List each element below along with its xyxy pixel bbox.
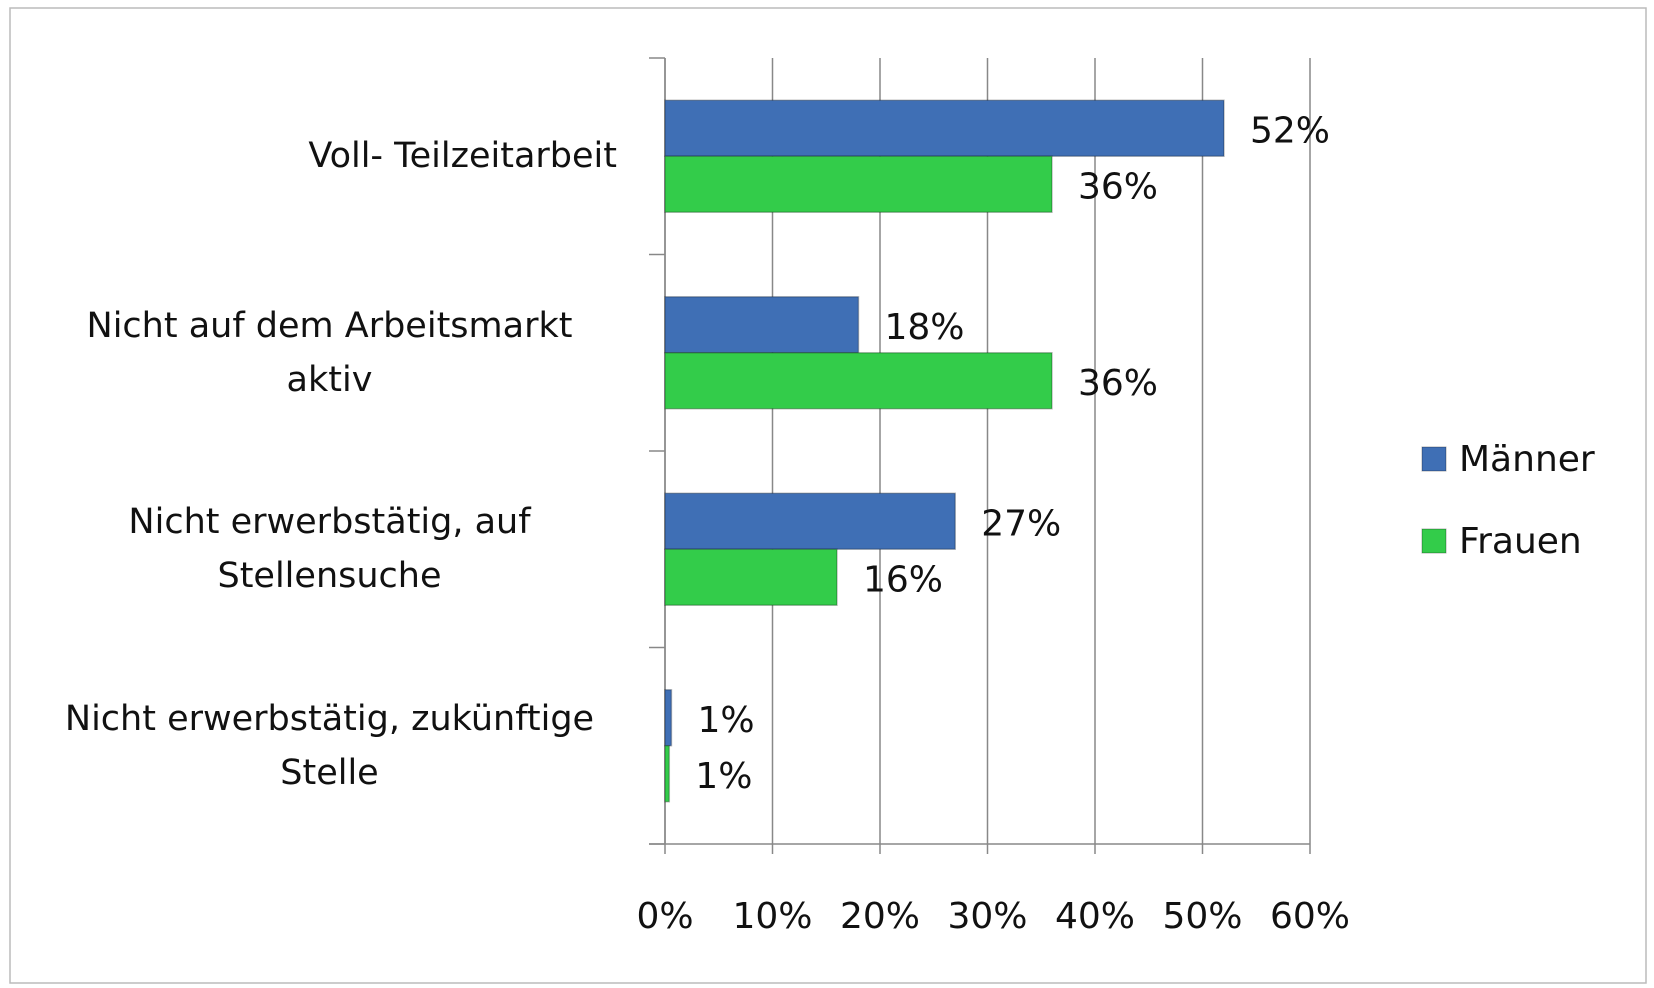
category-label: Voll- Teilzeitarbeit <box>37 129 617 183</box>
bar <box>664 296 860 354</box>
value-label: 27% <box>981 503 1061 544</box>
bar <box>664 99 1225 157</box>
x-tick-label: 60% <box>1270 896 1350 937</box>
category-text: Nicht auf dem Arbeitsmarkt aktiv <box>86 305 573 400</box>
x-tick-label: 10% <box>732 896 812 937</box>
bar <box>664 352 1053 410</box>
bar <box>664 689 673 747</box>
x-tick-label: 40% <box>1055 896 1135 937</box>
x-tick-label: 0% <box>636 896 693 937</box>
bar <box>664 745 671 803</box>
bar <box>664 492 956 550</box>
value-label: 1% <box>695 756 752 797</box>
x-tick-label: 50% <box>1162 896 1242 937</box>
category-label: Nicht auf dem Arbeitsmarkt aktiv <box>37 299 617 407</box>
x-tick-label: 30% <box>947 896 1027 937</box>
legend-label: Frauen <box>1459 521 1582 562</box>
category-text: Nicht erwerbstätig, zukünftige Stelle <box>64 698 595 793</box>
category-text: Nicht erwerbstätig, auf Stellensuche <box>128 502 531 597</box>
legend-swatch <box>1421 528 1447 554</box>
value-label: 36% <box>1078 363 1158 404</box>
value-label: 1% <box>697 700 754 741</box>
value-label: 18% <box>885 307 965 348</box>
bar <box>664 155 1053 213</box>
category-text: Voll- Teilzeitarbeit <box>308 136 617 177</box>
x-tick-label: 20% <box>840 896 920 937</box>
value-label: 16% <box>863 559 943 600</box>
legend-swatch <box>1421 446 1447 472</box>
legend-label: Männer <box>1459 439 1595 480</box>
bar <box>664 548 838 606</box>
value-label: 52% <box>1250 110 1330 151</box>
category-label: Nicht erwerbstätig, auf Stellensuche <box>37 495 617 603</box>
value-label: 36% <box>1078 166 1158 207</box>
category-label: Nicht erwerbstätig, zukünftige Stelle <box>37 692 617 800</box>
